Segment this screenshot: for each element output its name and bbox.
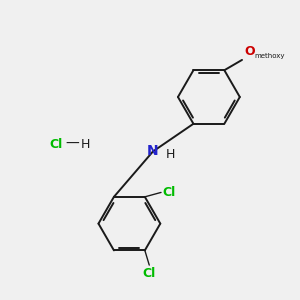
Text: methoxy: methoxy (254, 53, 285, 59)
Text: H: H (80, 138, 90, 151)
Text: —: — (65, 137, 79, 151)
Text: Cl: Cl (142, 268, 156, 281)
Text: Cl: Cl (163, 186, 176, 199)
Text: Cl: Cl (49, 138, 62, 151)
Text: O: O (244, 45, 255, 58)
Text: H: H (165, 148, 175, 161)
Text: N: N (147, 145, 159, 158)
